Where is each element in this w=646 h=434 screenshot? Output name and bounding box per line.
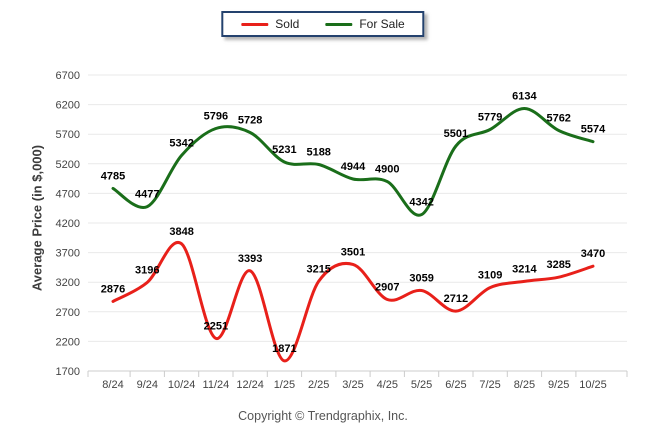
svg-text:5762: 5762 bbox=[546, 113, 570, 125]
svg-text:6700: 6700 bbox=[56, 70, 80, 82]
svg-text:2200: 2200 bbox=[56, 336, 80, 348]
svg-text:3059: 3059 bbox=[409, 273, 433, 285]
svg-text:5/25: 5/25 bbox=[411, 379, 432, 391]
svg-text:5200: 5200 bbox=[56, 159, 80, 171]
svg-text:5700: 5700 bbox=[56, 129, 80, 141]
svg-text:5779: 5779 bbox=[478, 112, 502, 124]
svg-text:4/25: 4/25 bbox=[377, 379, 398, 391]
svg-text:9/25: 9/25 bbox=[548, 379, 569, 391]
svg-text:3470: 3470 bbox=[581, 248, 605, 260]
for-sale-line bbox=[111, 106, 595, 217]
sold-point-labels: 2876 3196 3848 2251 3393 1871 3215 3501 2907 3059… bbox=[101, 226, 605, 355]
svg-text:3700: 3700 bbox=[56, 248, 80, 260]
svg-text:9/24: 9/24 bbox=[137, 379, 158, 391]
svg-text:3285: 3285 bbox=[546, 259, 570, 271]
svg-text:2700: 2700 bbox=[56, 307, 80, 319]
x-axis-ticks bbox=[87, 371, 628, 377]
svg-text:2712: 2712 bbox=[444, 293, 468, 305]
y-axis-tick-labels: 1700 2200 2700 3200 3700 4200 4700 5200 5700 6200… bbox=[56, 70, 80, 378]
svg-text:4785: 4785 bbox=[101, 170, 125, 182]
svg-text:4477: 4477 bbox=[135, 189, 159, 201]
svg-text:3109: 3109 bbox=[478, 270, 502, 282]
svg-text:5342: 5342 bbox=[169, 137, 193, 149]
svg-text:10/25: 10/25 bbox=[579, 379, 607, 391]
svg-text:5796: 5796 bbox=[204, 111, 228, 123]
legend-label-for-sale: For Sale bbox=[359, 17, 405, 31]
svg-text:4700: 4700 bbox=[56, 188, 80, 200]
svg-text:4342: 4342 bbox=[409, 197, 433, 209]
svg-text:11/24: 11/24 bbox=[203, 379, 230, 391]
svg-text:5188: 5188 bbox=[306, 147, 330, 159]
svg-text:1700: 1700 bbox=[56, 366, 80, 378]
sold-line-swatch bbox=[241, 22, 269, 26]
svg-text:4900: 4900 bbox=[375, 164, 399, 176]
svg-text:2/25: 2/25 bbox=[308, 379, 329, 391]
svg-text:6134: 6134 bbox=[512, 91, 537, 103]
for-sale-point-labels: 4785 4477 5342 5796 5728 5231 5188 4944 4900 4342… bbox=[101, 91, 606, 209]
legend-label-sold: Sold bbox=[275, 17, 300, 31]
gridlines bbox=[88, 74, 627, 372]
svg-text:2251: 2251 bbox=[204, 320, 228, 332]
svg-text:3393: 3393 bbox=[238, 253, 262, 265]
svg-text:6200: 6200 bbox=[56, 100, 80, 112]
svg-text:3501: 3501 bbox=[341, 246, 365, 258]
legend: Sold For Sale bbox=[221, 11, 425, 37]
svg-text:5501: 5501 bbox=[444, 128, 468, 140]
svg-text:3848: 3848 bbox=[169, 226, 193, 238]
svg-text:10/24: 10/24 bbox=[168, 379, 196, 391]
svg-text:8/24: 8/24 bbox=[102, 379, 123, 391]
svg-text:6/25: 6/25 bbox=[445, 379, 466, 391]
svg-text:7/25: 7/25 bbox=[479, 379, 500, 391]
svg-text:8/25: 8/25 bbox=[514, 379, 535, 391]
x-axis-tick-labels: 8/24 9/24 10/24 11/24 12/24 1/25 2/25 3/25 4/25 5… bbox=[102, 379, 606, 391]
svg-text:4944: 4944 bbox=[341, 161, 366, 173]
svg-text:3/25: 3/25 bbox=[342, 379, 363, 391]
copyright-text: Copyright © Trendgraphix, Inc. bbox=[238, 409, 408, 423]
svg-text:2907: 2907 bbox=[375, 282, 399, 294]
svg-text:5574: 5574 bbox=[581, 124, 606, 136]
svg-text:1871: 1871 bbox=[272, 343, 296, 355]
svg-text:1/25: 1/25 bbox=[274, 379, 295, 391]
svg-text:5728: 5728 bbox=[238, 115, 262, 127]
svg-text:3200: 3200 bbox=[56, 277, 80, 289]
svg-text:2876: 2876 bbox=[101, 283, 125, 295]
svg-text:3214: 3214 bbox=[512, 263, 537, 275]
svg-text:3215: 3215 bbox=[306, 263, 330, 275]
svg-text:3196: 3196 bbox=[135, 264, 159, 276]
sold-line bbox=[111, 240, 595, 363]
legend-item-for-sale: For Sale bbox=[325, 17, 405, 31]
for-sale-line-swatch bbox=[325, 22, 353, 26]
legend-item-sold: Sold bbox=[241, 17, 299, 31]
svg-text:5231: 5231 bbox=[272, 144, 296, 156]
svg-text:12/24: 12/24 bbox=[236, 379, 264, 391]
svg-text:4200: 4200 bbox=[56, 218, 80, 230]
